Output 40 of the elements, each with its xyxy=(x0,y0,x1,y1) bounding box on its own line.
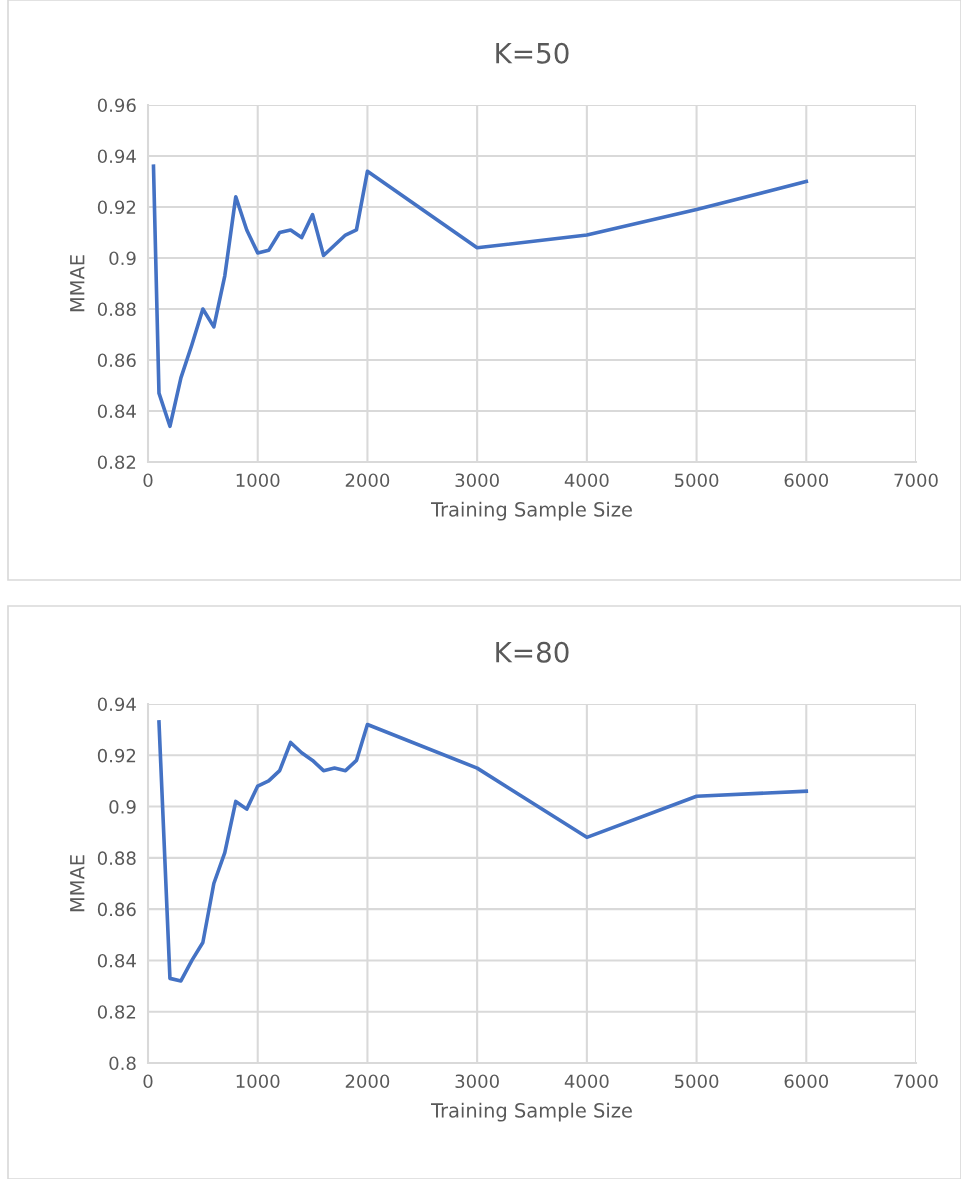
y-tick-label: 0.84 xyxy=(97,953,136,968)
y-tick-label: 0.82 xyxy=(97,455,136,470)
y-tick-label: 0.96 xyxy=(97,98,136,113)
x-tick-label: 0 xyxy=(143,1074,153,1089)
x-axis-title: Training Sample Size xyxy=(430,501,632,521)
y-axis-title: MMAE xyxy=(70,855,85,912)
chart-title: K=80 xyxy=(496,641,569,663)
y-tick-label: 0.94 xyxy=(97,697,136,712)
x-tick-label: 2000 xyxy=(345,473,390,488)
x-tick-label: 7000 xyxy=(894,1074,938,1089)
y-tick-label: 0.82 xyxy=(97,1005,136,1019)
y-tick-label: 0.88 xyxy=(97,302,136,317)
y-tick-label: 0.8 xyxy=(109,1056,136,1071)
y-tick-label: 0.86 xyxy=(97,902,136,917)
y-tick-label: 0.94 xyxy=(97,149,136,164)
y-tick-label: 0.9 xyxy=(109,251,136,266)
chart-title: K=50 xyxy=(496,42,569,64)
line-series xyxy=(151,164,809,429)
x-tick-label: 1000 xyxy=(236,1074,280,1089)
y-tick-label: 0.84 xyxy=(97,404,136,419)
x-tick-label: 5000 xyxy=(674,473,719,488)
y-tick-label: 0.86 xyxy=(97,353,136,368)
x-tick-label: 3000 xyxy=(455,473,499,488)
line-series xyxy=(157,720,809,983)
y-tick-label: 0.88 xyxy=(97,851,136,865)
y-tick-label: 0.92 xyxy=(97,200,136,215)
x-tick-label: 0 xyxy=(143,473,153,488)
x-tick-label: 3000 xyxy=(455,1074,499,1089)
x-tick-label: 6000 xyxy=(784,1074,829,1089)
x-tick-label: 4000 xyxy=(564,473,609,488)
y-tick-label: 0.9 xyxy=(109,800,136,814)
y-tick-label: 0.92 xyxy=(97,748,136,763)
x-axis-title: Training Sample Size xyxy=(430,1102,632,1122)
x-tick-label: 6000 xyxy=(784,473,829,488)
y-axis-title: MMAE xyxy=(70,255,85,312)
x-tick-label: 7000 xyxy=(894,473,938,488)
x-tick-label: 2000 xyxy=(345,1074,390,1089)
x-tick-label: 4000 xyxy=(564,1074,609,1089)
x-tick-label: 1000 xyxy=(236,473,280,488)
x-tick-label: 5000 xyxy=(674,1074,719,1089)
